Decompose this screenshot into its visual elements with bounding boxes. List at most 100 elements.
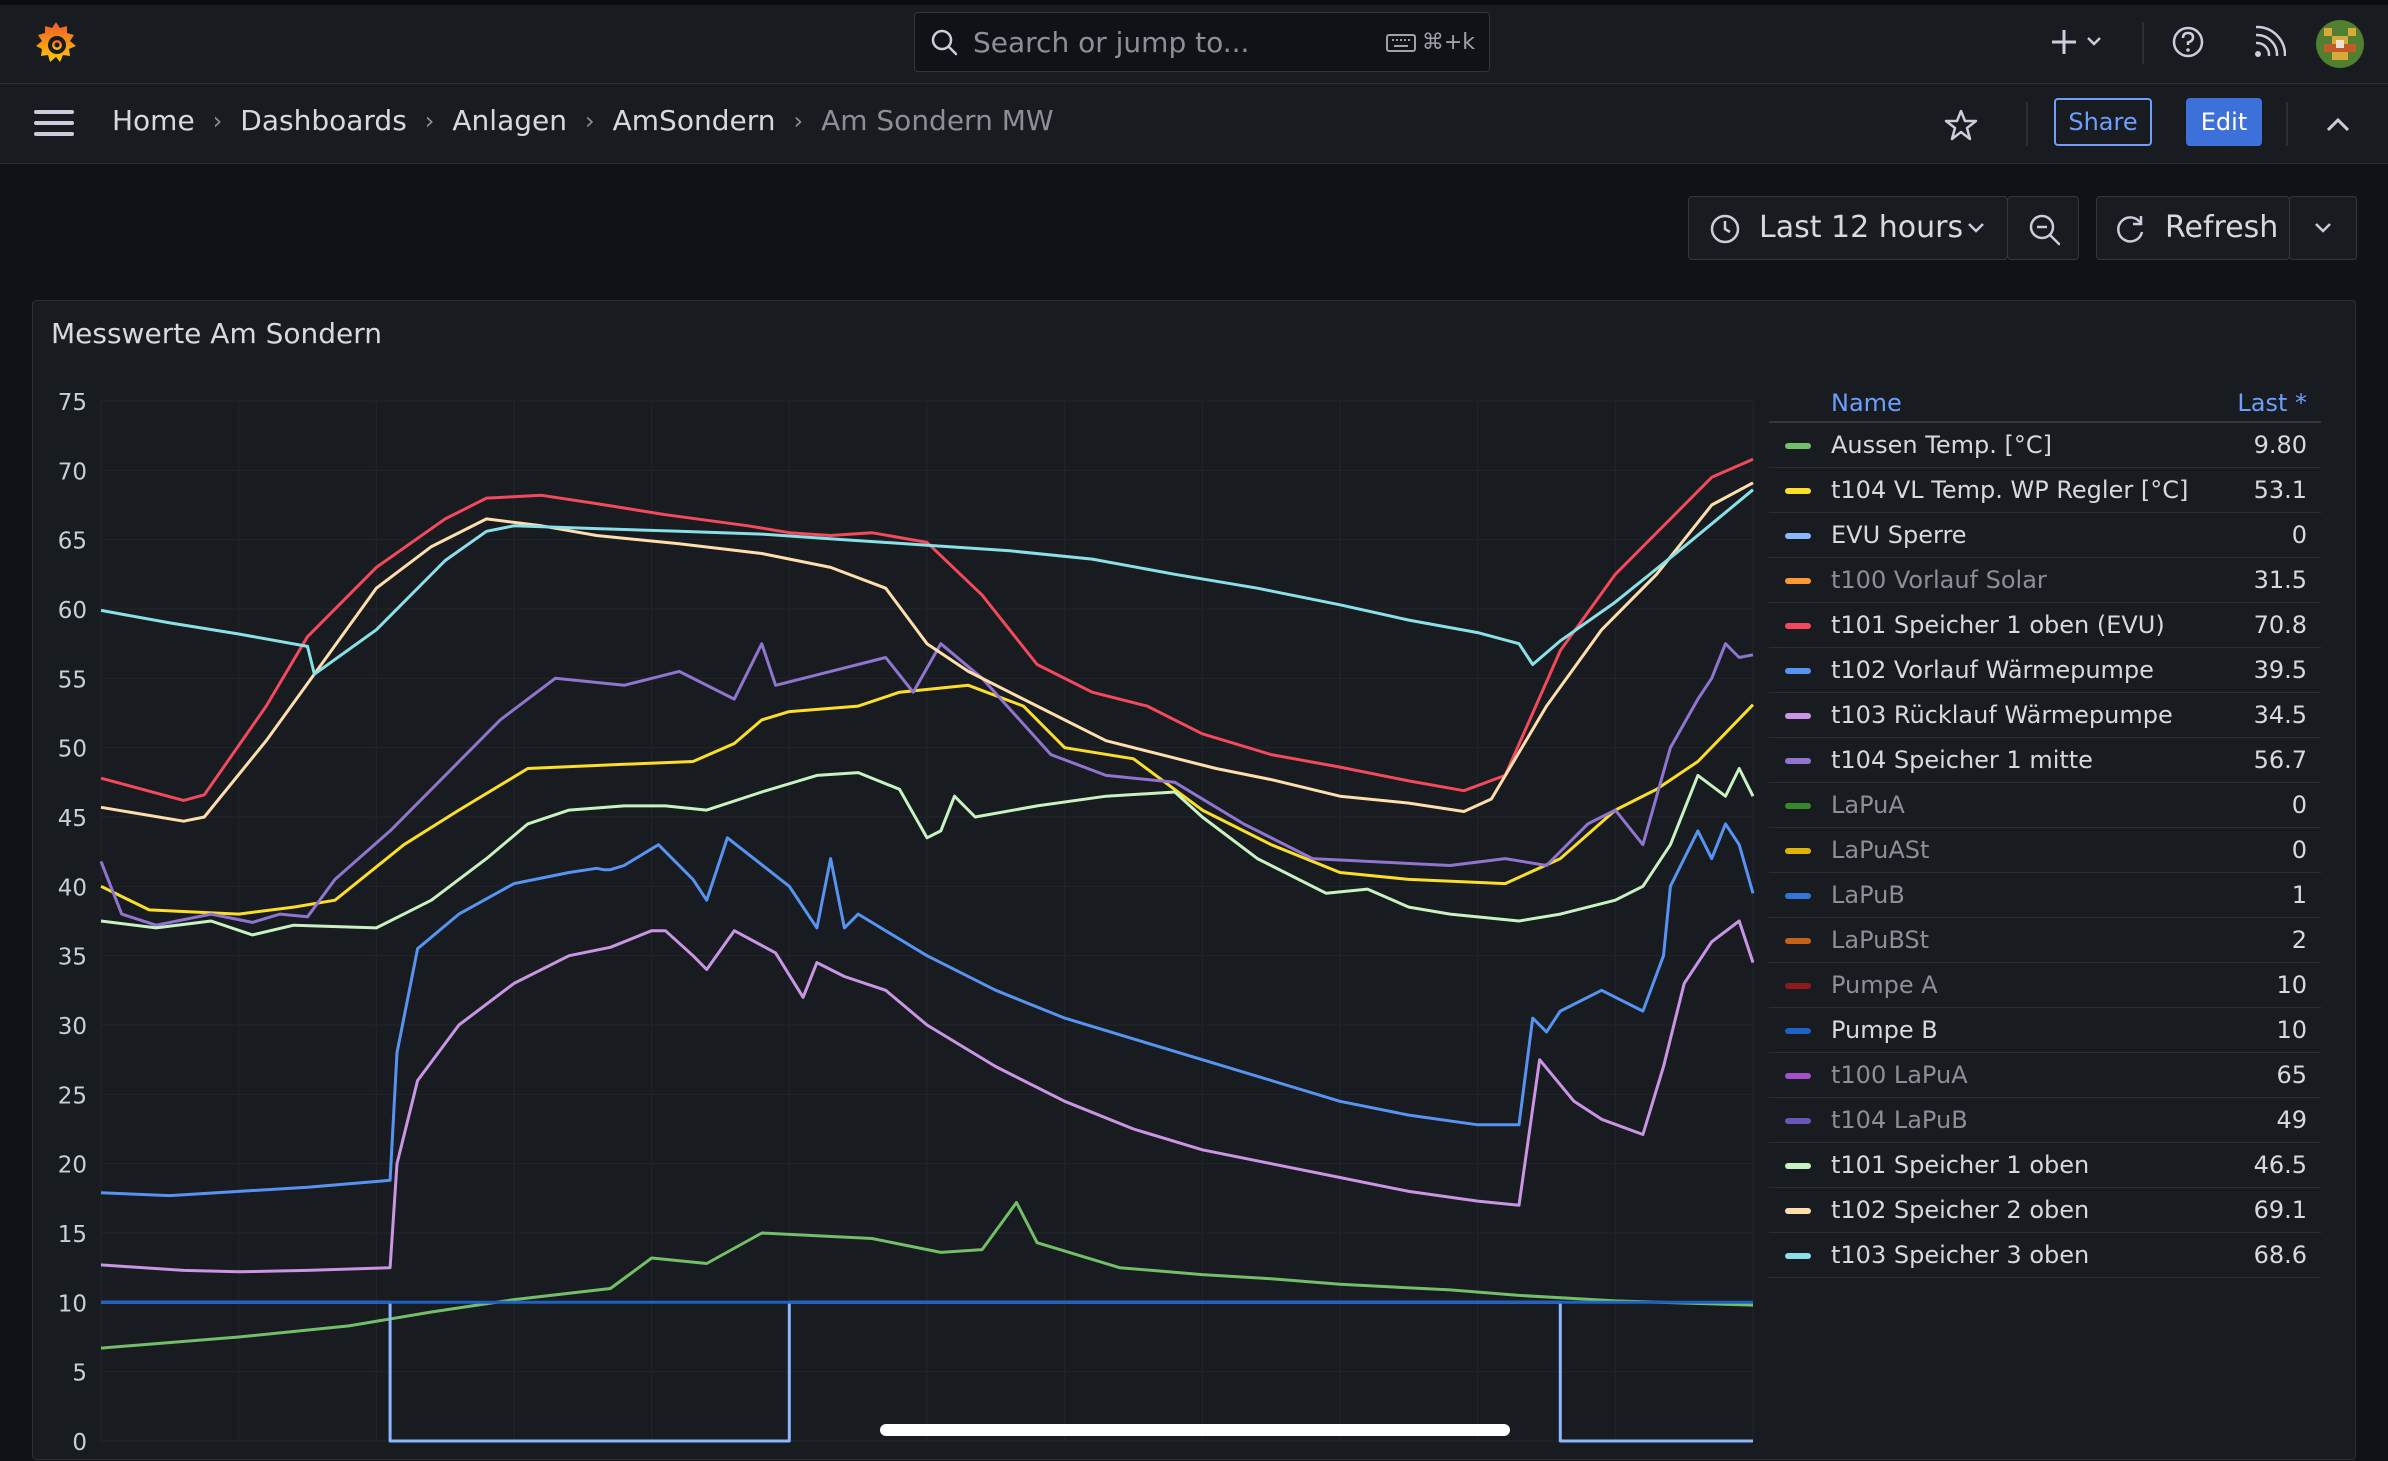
legend-color-swatch[interactable] (1785, 443, 1811, 449)
y-tick-label: 0 (72, 1430, 87, 1456)
help-icon[interactable] (2170, 22, 2206, 62)
series-line[interactable] (101, 1300, 1753, 1443)
legend-color-swatch[interactable] (1785, 713, 1811, 719)
y-tick-label: 35 (58, 945, 87, 971)
legend-row[interactable]: LaPuB 1 (1769, 873, 2321, 918)
favorite-star-icon[interactable] (1944, 108, 1978, 142)
legend-row[interactable]: t102 Vorlauf Wärmepumpe 39.5 (1769, 648, 2321, 693)
legend-series-name[interactable]: t100 Vorlauf Solar (1831, 566, 2047, 594)
legend-color-swatch[interactable] (1785, 668, 1811, 674)
legend-series-name[interactable]: EVU Sperre (1831, 521, 1967, 549)
legend-series-name[interactable]: LaPuA (1831, 791, 1905, 819)
topbar-divider (2142, 22, 2144, 64)
y-tick-label: 60 (58, 598, 87, 624)
legend-series-name[interactable]: t101 Speicher 1 oben (EVU) (1831, 611, 2165, 639)
home-indicator (880, 1424, 1510, 1436)
legend-color-swatch[interactable] (1785, 578, 1811, 584)
legend-series-name[interactable]: t104 LaPuB (1831, 1106, 1968, 1134)
zoom-out-button[interactable] (2007, 196, 2079, 260)
legend-row[interactable]: Pumpe A 10 (1769, 963, 2321, 1008)
legend-series-name[interactable]: t101 Speicher 1 oben (1831, 1151, 2090, 1179)
menu-icon[interactable] (34, 110, 74, 136)
legend-series-name[interactable]: Pumpe B (1831, 1016, 1938, 1044)
breadcrumb-home[interactable]: Home (112, 104, 195, 137)
series-line[interactable] (100, 822, 1755, 1198)
plus-menu-icon[interactable] (2050, 22, 2106, 62)
legend-row[interactable]: t101 Speicher 1 oben (EVU) 70.8 (1769, 603, 2321, 648)
legend-series-name[interactable]: t100 LaPuA (1831, 1061, 1968, 1089)
legend-color-swatch[interactable] (1785, 983, 1811, 989)
timeseries-chart[interactable]: 0 5 10 15 20 25 30 35 40 45 50 55 60 65 70 75 (33, 301, 1769, 1461)
legend-row[interactable]: t103 Rücklauf Wärmepumpe 34.5 (1769, 693, 2321, 738)
nav-divider (2286, 102, 2288, 146)
legend-series-name[interactable]: Pumpe A (1831, 971, 1938, 999)
legend-color-swatch[interactable] (1785, 893, 1811, 899)
legend-series-name[interactable]: t103 Rücklauf Wärmepumpe (1831, 701, 2173, 729)
series-line[interactable] (100, 488, 1754, 676)
legend-series-name[interactable]: t102 Speicher 2 oben (1831, 1196, 2090, 1224)
time-range-picker[interactable]: Last 12 hours (1688, 196, 2008, 260)
legend-row[interactable]: t104 Speicher 1 mitte 56.7 (1769, 738, 2321, 783)
breadcrumb-anlagen[interactable]: Anlagen (452, 104, 567, 137)
legend-row[interactable]: LaPuA 0 (1769, 783, 2321, 828)
series-line[interactable] (100, 767, 1755, 937)
legend-last-value: 1 (2291, 881, 2307, 909)
legend-color-swatch[interactable] (1785, 1118, 1811, 1124)
legend-row[interactable]: LaPuASt 0 (1769, 828, 2321, 873)
legend-last-value: 69.1 (2253, 1196, 2307, 1224)
legend-row[interactable]: EVU Sperre 0 (1769, 513, 2321, 558)
grafana-logo-icon[interactable] (30, 18, 82, 70)
legend-header-last[interactable]: Last * (2237, 389, 2307, 417)
legend-series-name[interactable]: LaPuASt (1831, 836, 1930, 864)
legend-color-swatch[interactable] (1785, 803, 1811, 809)
legend-series-name[interactable]: Aussen Temp. [°C] (1831, 431, 2052, 459)
y-tick-label: 45 (58, 806, 87, 832)
legend-row[interactable]: t101 Speicher 1 oben 46.5 (1769, 1143, 2321, 1188)
legend-series-name[interactable]: t102 Vorlauf Wärmepumpe (1831, 656, 2154, 684)
legend-series-name[interactable]: LaPuB (1831, 881, 1905, 909)
user-avatar[interactable] (2316, 20, 2364, 68)
legend-row[interactable]: t102 Speicher 2 oben 69.1 (1769, 1188, 2321, 1233)
y-tick-label: 50 (58, 737, 87, 763)
series-line[interactable] (99, 642, 1754, 927)
breadcrumb-amsondern[interactable]: AmSondern (612, 104, 776, 137)
legend-color-swatch[interactable] (1785, 1253, 1811, 1259)
legend-color-swatch[interactable] (1785, 1208, 1811, 1214)
legend-color-swatch[interactable] (1785, 623, 1811, 629)
series-line[interactable] (100, 683, 1755, 916)
legend-row[interactable]: LaPuBSt 2 (1769, 918, 2321, 963)
legend-series-name[interactable]: t104 VL Temp. WP Regler [°C] (1831, 476, 2189, 504)
legend-row[interactable]: t104 LaPuB 49 (1769, 1098, 2321, 1143)
legend-color-swatch[interactable] (1785, 533, 1811, 539)
panel-title[interactable]: Messwerte Am Sondern (51, 317, 383, 350)
edit-button[interactable]: Edit (2186, 98, 2262, 146)
series-line[interactable] (100, 919, 1755, 1274)
legend-color-swatch[interactable] (1785, 1028, 1811, 1034)
legend-series-name[interactable]: t104 Speicher 1 mitte (1831, 746, 2093, 774)
legend-series-name[interactable]: LaPuBSt (1831, 926, 1930, 954)
keyboard-shortcut: ⌘+k (1385, 30, 1475, 55)
legend-color-swatch[interactable] (1785, 848, 1811, 854)
refresh-button[interactable]: Refresh (2096, 196, 2290, 260)
search-input[interactable]: Search or jump to... ⌘+k (914, 12, 1490, 72)
legend-color-swatch[interactable] (1785, 488, 1811, 494)
legend-color-swatch[interactable] (1785, 758, 1811, 764)
chevron-up-icon[interactable] (2324, 112, 2352, 136)
legend-series-name[interactable]: t103 Speicher 3 oben (1831, 1241, 2090, 1269)
legend-header-name[interactable]: Name (1831, 389, 1902, 417)
legend-color-swatch[interactable] (1785, 938, 1811, 944)
news-feed-icon[interactable] (2250, 22, 2286, 62)
legend-row[interactable]: t103 Speicher 3 oben 68.6 (1769, 1233, 2321, 1278)
share-button[interactable]: Share (2054, 98, 2152, 146)
refresh-interval-dropdown[interactable] (2289, 196, 2357, 260)
series-line[interactable] (100, 481, 1754, 823)
legend-row[interactable]: t100 Vorlauf Solar 31.5 (1769, 558, 2321, 603)
legend-color-swatch[interactable] (1785, 1163, 1811, 1169)
legend-row[interactable]: Pumpe B 10 (1769, 1008, 2321, 1053)
y-tick-label: 70 (58, 459, 87, 485)
breadcrumb-dashboards[interactable]: Dashboards (240, 104, 407, 137)
legend-row[interactable]: Aussen Temp. [°C] 9.80 (1769, 423, 2321, 468)
legend-color-swatch[interactable] (1785, 1073, 1811, 1079)
legend-row[interactable]: t104 VL Temp. WP Regler [°C] 53.1 (1769, 468, 2321, 513)
legend-row[interactable]: t100 LaPuA 65 (1769, 1053, 2321, 1098)
